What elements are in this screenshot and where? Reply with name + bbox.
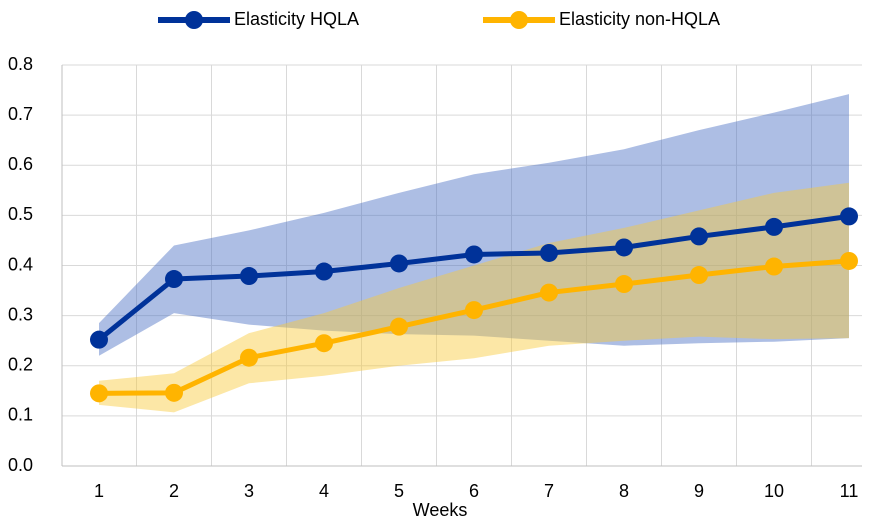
- x-tick-label: 7: [544, 481, 554, 501]
- marker: [690, 227, 708, 246]
- marker: [165, 383, 183, 402]
- x-tick-label: 5: [394, 481, 404, 501]
- y-tick-label: 0.6: [8, 154, 33, 174]
- marker: [540, 283, 558, 302]
- legend-marker: [185, 11, 203, 29]
- x-tick-label: 9: [694, 481, 704, 501]
- confidence-band: [99, 94, 849, 356]
- marker: [315, 334, 333, 353]
- y-tick-label: 0.2: [8, 355, 33, 375]
- marker: [240, 267, 258, 286]
- legend-marker: [510, 11, 528, 29]
- marker: [615, 275, 633, 294]
- y-tick-label: 0.7: [8, 104, 33, 124]
- x-tick-label: 10: [764, 481, 784, 501]
- marker: [540, 243, 558, 262]
- marker: [165, 270, 183, 289]
- x-tick-label: 2: [169, 481, 179, 501]
- legend-label: Elasticity HQLA: [234, 9, 359, 29]
- x-tick-label: 1: [94, 481, 104, 501]
- y-tick-label: 0.5: [8, 204, 33, 224]
- y-tick-label: 0.4: [8, 254, 33, 274]
- legend-label: Elasticity non-HQLA: [559, 9, 720, 29]
- marker: [90, 384, 108, 403]
- x-tick-label: 4: [319, 481, 329, 501]
- marker: [90, 330, 108, 349]
- y-tick-label: 0.3: [8, 304, 33, 324]
- x-tick-label: 3: [244, 481, 254, 501]
- x-tick-label: 11: [840, 481, 859, 501]
- y-tick-label: 0.1: [8, 405, 33, 425]
- x-axis-label: Weeks: [413, 500, 468, 520]
- marker: [840, 251, 858, 270]
- x-tick-label: 6: [469, 481, 479, 501]
- marker: [690, 266, 708, 285]
- marker: [240, 348, 258, 367]
- marker: [465, 245, 483, 264]
- marker: [465, 301, 483, 320]
- y-tick-label: 0.8: [8, 54, 33, 74]
- marker: [390, 317, 408, 336]
- marker: [765, 257, 783, 276]
- marker: [840, 207, 858, 226]
- marker: [390, 254, 408, 273]
- x-tick-label: 8: [619, 481, 629, 501]
- marker: [615, 238, 633, 257]
- marker: [765, 217, 783, 236]
- y-tick-label: 0.0: [8, 455, 33, 475]
- marker: [315, 262, 333, 281]
